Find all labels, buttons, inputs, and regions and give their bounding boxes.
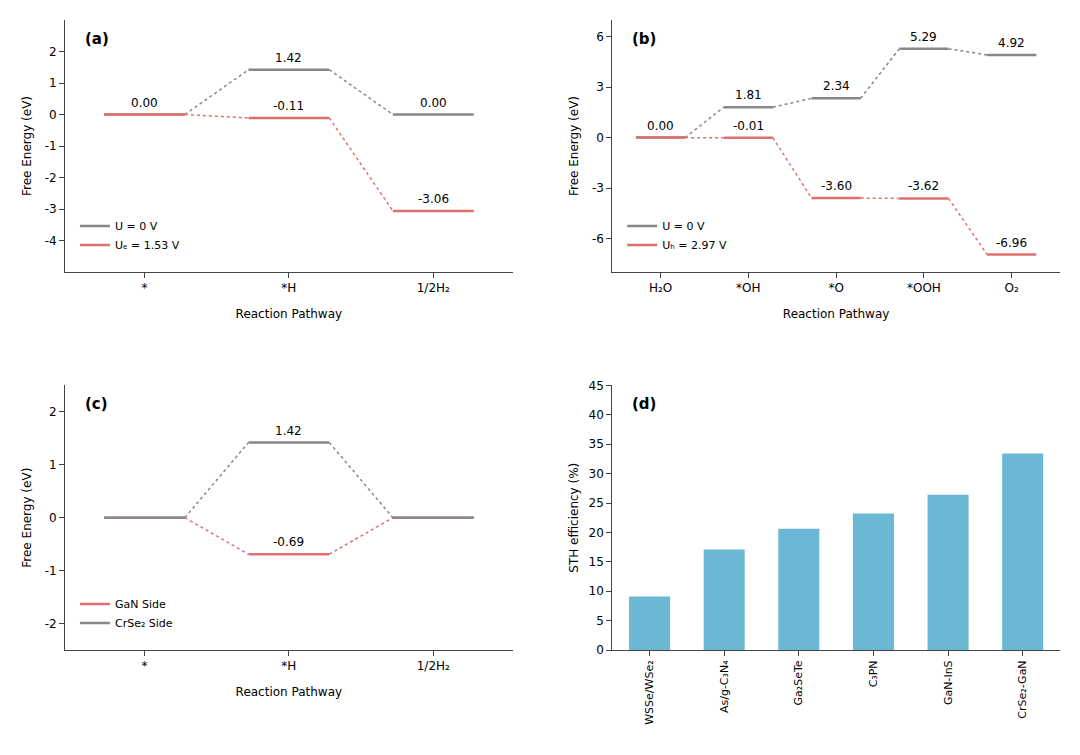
svg-text:C₃PN: C₃PN xyxy=(867,660,880,687)
svg-text:H₂O: H₂O xyxy=(649,281,672,295)
svg-text:*OH: *OH xyxy=(736,281,760,295)
svg-text:Uₕ = 2.97 V: Uₕ = 2.97 V xyxy=(662,239,727,252)
svg-text:-3.06: -3.06 xyxy=(418,192,449,206)
svg-text:1/2H₂: 1/2H₂ xyxy=(417,281,450,295)
svg-text:Reaction Pathway: Reaction Pathway xyxy=(236,685,343,699)
svg-text:2.34: 2.34 xyxy=(823,79,850,93)
svg-text:10: 10 xyxy=(589,584,604,598)
svg-text:1: 1 xyxy=(49,458,57,472)
svg-text:-3.60: -3.60 xyxy=(821,179,852,193)
svg-text:15: 15 xyxy=(589,555,604,569)
svg-text:(d): (d) xyxy=(632,395,656,413)
svg-text:0.00: 0.00 xyxy=(647,119,674,133)
svg-text:GaN Side: GaN Side xyxy=(115,598,166,611)
svg-text:0: 0 xyxy=(49,108,57,122)
svg-text:Free Energy (eV): Free Energy (eV) xyxy=(20,468,34,568)
svg-text:-4: -4 xyxy=(45,234,57,248)
svg-text:4.92: 4.92 xyxy=(998,36,1025,50)
svg-text:35: 35 xyxy=(589,437,604,451)
svg-text:1: 1 xyxy=(49,76,57,90)
svg-text:(c): (c) xyxy=(85,395,108,413)
svg-text:20: 20 xyxy=(589,526,604,540)
svg-text:Free Energy (eV): Free Energy (eV) xyxy=(20,96,34,196)
svg-text:-3: -3 xyxy=(45,202,57,216)
svg-text:STH efficiency (%): STH efficiency (%) xyxy=(567,463,581,573)
svg-text:Uₑ = 1.53 V: Uₑ = 1.53 V xyxy=(115,239,180,252)
svg-text:0: 0 xyxy=(596,643,604,657)
svg-text:-2: -2 xyxy=(45,617,57,631)
svg-text:-1: -1 xyxy=(45,564,57,578)
svg-text:30: 30 xyxy=(589,467,604,481)
svg-text:-1: -1 xyxy=(45,139,57,153)
svg-text:Reaction Pathway: Reaction Pathway xyxy=(236,307,343,321)
svg-text:Free Energy (eV): Free Energy (eV) xyxy=(567,96,581,196)
svg-text:1/2H₂: 1/2H₂ xyxy=(417,659,450,673)
svg-text:0: 0 xyxy=(49,511,57,525)
svg-text:3: 3 xyxy=(596,80,604,94)
svg-text:45: 45 xyxy=(589,379,604,393)
svg-text:GaN-InS: GaN-InS xyxy=(942,660,955,705)
svg-text:0: 0 xyxy=(596,131,604,145)
svg-text:1.42: 1.42 xyxy=(275,424,302,438)
svg-text:*OOH: *OOH xyxy=(907,281,941,295)
svg-text:2: 2 xyxy=(49,45,57,59)
svg-text:5.29: 5.29 xyxy=(910,30,937,44)
svg-text:(b): (b) xyxy=(632,30,656,48)
svg-text:25: 25 xyxy=(589,496,604,510)
svg-text:As/g-C₃N₄: As/g-C₃N₄ xyxy=(718,660,731,713)
svg-text:0.00: 0.00 xyxy=(420,96,447,110)
svg-text:-0.01: -0.01 xyxy=(733,119,764,133)
svg-text:Reaction Pathway: Reaction Pathway xyxy=(783,307,890,321)
svg-text:WSSe/WSe₂: WSSe/WSe₂ xyxy=(643,660,656,724)
svg-text:1.42: 1.42 xyxy=(275,51,302,65)
svg-text:-0.11: -0.11 xyxy=(273,99,304,113)
svg-text:-0.69: -0.69 xyxy=(273,535,304,549)
svg-text:(a): (a) xyxy=(85,30,109,48)
svg-text:CrSe₂ Side: CrSe₂ Side xyxy=(115,617,173,630)
svg-text:U = 0 V: U = 0 V xyxy=(662,220,705,233)
svg-text:*: * xyxy=(141,281,147,295)
svg-text:-2: -2 xyxy=(45,171,57,185)
svg-text:-3: -3 xyxy=(592,181,604,195)
svg-text:CrSe₂-GaN: CrSe₂-GaN xyxy=(1016,660,1029,718)
svg-text:-3.62: -3.62 xyxy=(908,179,939,193)
svg-text:O₂: O₂ xyxy=(1005,281,1019,295)
svg-text:5: 5 xyxy=(596,614,604,628)
svg-text:-6.96: -6.96 xyxy=(996,236,1027,250)
svg-text:*H: *H xyxy=(281,659,296,673)
svg-text:*: * xyxy=(141,659,147,673)
svg-text:U = 0 V: U = 0 V xyxy=(115,220,158,233)
svg-text:Ga₂SeTe: Ga₂SeTe xyxy=(792,660,805,705)
svg-text:1.81: 1.81 xyxy=(735,88,762,102)
svg-text:*O: *O xyxy=(828,281,843,295)
svg-text:2: 2 xyxy=(49,405,57,419)
svg-text:-6: -6 xyxy=(592,232,604,246)
svg-text:6: 6 xyxy=(596,30,604,44)
svg-text:*H: *H xyxy=(281,281,296,295)
svg-text:0.00: 0.00 xyxy=(131,96,158,110)
svg-text:40: 40 xyxy=(589,408,604,422)
